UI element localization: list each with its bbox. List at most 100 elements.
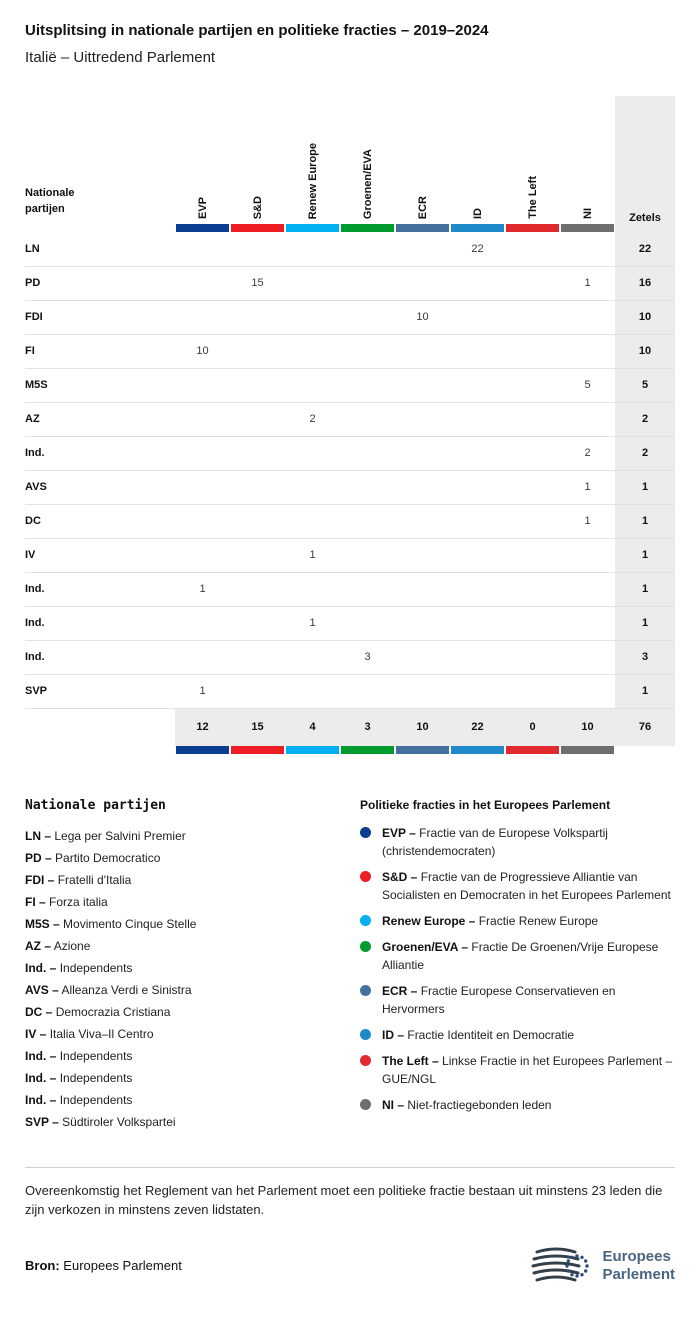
seat-cell: 2: [285, 402, 340, 437]
seat-cell: [395, 334, 450, 369]
legend-group-item: EVP – Fractie van de Europese Volksparti…: [360, 824, 675, 860]
seat-cell: [285, 674, 340, 709]
legend-party-item: SVP – Südtiroler Volkspartei: [25, 1115, 176, 1129]
total-cell: 22: [450, 708, 505, 746]
seat-cell: [395, 606, 450, 641]
bar-spacer: [25, 224, 175, 232]
seats-total-cell: 5: [615, 368, 675, 403]
seat-cell: [505, 606, 560, 641]
seat-cell: [230, 436, 285, 471]
legend-group-item: The Left – Linkse Fractie in het Europee…: [360, 1052, 675, 1088]
seat-cell: [175, 368, 230, 403]
group-color-dot: [360, 915, 371, 926]
color-bar-renew: [286, 224, 339, 232]
legend-party-item: AVS – Alleanza Verdi e Sinistra: [25, 983, 192, 997]
seat-cell: 1: [560, 504, 615, 539]
column-header-seats: Zetels: [615, 96, 675, 224]
party-abbr: DC: [25, 504, 175, 539]
table-row: FI 10 10: [25, 334, 675, 369]
seat-cell: [230, 402, 285, 437]
seat-cell: [560, 334, 615, 369]
legend-party-item: Ind. – Independents: [25, 1071, 133, 1085]
seat-cell: [285, 640, 340, 675]
seat-cell: 1: [285, 606, 340, 641]
seat-cell: [395, 504, 450, 539]
seat-cell: [395, 368, 450, 403]
seat-cell: [175, 300, 230, 335]
legend-party-item: FDI – Fratelli d'Italia: [25, 873, 132, 887]
table-row: PD 15 1 16: [25, 266, 675, 301]
total-cell: 4: [285, 708, 340, 746]
group-color-bars-bottom: [25, 746, 675, 754]
totals-blank-cell: [25, 708, 175, 746]
totals-seats-cell: 76: [615, 708, 675, 746]
seat-cell: [175, 538, 230, 573]
seat-cell: [560, 606, 615, 641]
legend-section: Nationale partijen LN – Lega per Salvini…: [25, 798, 675, 1133]
seat-cell: 15: [230, 266, 285, 301]
party-abbr: PD: [25, 266, 175, 301]
color-bar-theleft: [506, 746, 559, 754]
seat-cell: [395, 232, 450, 267]
seat-cell: [450, 266, 505, 301]
seat-cell: [285, 334, 340, 369]
party-abbr: Ind.: [25, 436, 175, 471]
legend-groups-header: Politieke fracties in het Europees Parle…: [360, 798, 611, 812]
column-header-theleft: The Left: [526, 176, 539, 219]
seat-cell: [450, 538, 505, 573]
legend-group-item: Renew Europe – Fractie Renew Europe: [360, 912, 675, 930]
seat-cell: [505, 300, 560, 335]
party-abbr: AZ: [25, 402, 175, 437]
seat-cell: [230, 640, 285, 675]
seat-cell: [230, 606, 285, 641]
seat-cell: [505, 538, 560, 573]
legend-party-item: M5S – Movimento Cinque Stelle: [25, 917, 197, 931]
seat-cell: [340, 300, 395, 335]
color-bar-ecr: [396, 746, 449, 754]
seat-cell: [340, 232, 395, 267]
party-abbr: Ind.: [25, 606, 175, 641]
seat-cell: [450, 470, 505, 505]
table-row: Ind. 1 1: [25, 606, 675, 641]
seat-cell: [230, 232, 285, 267]
seat-cell: [340, 606, 395, 641]
seats-total-cell: 1: [615, 470, 675, 505]
ep-logo-arcs: [531, 1247, 581, 1282]
seat-cell: [450, 606, 505, 641]
seat-cell: [560, 402, 615, 437]
seat-cell: [340, 470, 395, 505]
footnote-text: Overeenkomstig het Reglement van het Par…: [25, 1183, 663, 1217]
legend-party-item: FI – Forza italia: [25, 895, 108, 909]
seat-cell: 22: [450, 232, 505, 267]
seats-total-cell: 16: [615, 266, 675, 301]
ep-logo: Europees Parlement: [530, 1244, 675, 1288]
color-bar-evp: [176, 746, 229, 754]
color-bar-id: [451, 224, 504, 232]
group-color-dot: [360, 871, 371, 882]
seat-cell: [340, 436, 395, 471]
seat-cell: [175, 232, 230, 267]
party-abbr: FI: [25, 334, 175, 369]
legend-party-item: PD – Partito Democratico: [25, 851, 161, 865]
seat-cell: [395, 538, 450, 573]
seats-table: Nationale partijen EVP S&D Renew Europe …: [25, 96, 675, 754]
group-color-dot: [360, 1029, 371, 1040]
seat-cell: [505, 640, 560, 675]
party-abbr: Ind.: [25, 572, 175, 607]
seat-cell: [175, 606, 230, 641]
color-bar-id: [451, 746, 504, 754]
legend-national-parties: Nationale partijen LN – Lega per Salvini…: [25, 798, 360, 1133]
party-abbr: AVS: [25, 470, 175, 505]
table-row: AVS 1 1: [25, 470, 675, 505]
color-bar-theleft: [506, 224, 559, 232]
seat-cell: [285, 504, 340, 539]
total-cell: 0: [505, 708, 560, 746]
table-row: FDI 10 10: [25, 300, 675, 335]
seats-total-cell: 1: [615, 606, 675, 641]
seat-cell: [395, 266, 450, 301]
seats-total-cell: 1: [615, 674, 675, 709]
seat-cell: [175, 504, 230, 539]
column-header-ecr: ECR: [416, 195, 429, 219]
ep-logo-wordmark: Europees Parlement: [602, 1248, 675, 1283]
